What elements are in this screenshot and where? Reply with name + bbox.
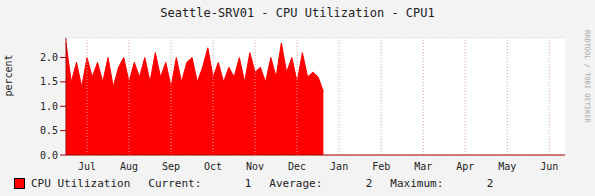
svg-text:Sep: Sep [162,161,180,172]
svg-text:1.0: 1.0 [40,101,58,112]
svg-text:Feb: Feb [372,161,390,172]
html-text:2: 2 [486,177,494,190]
html-text:RRDTOOL / TOBI OETIKER: RRDTOOL / TOBI OETIKER [583,30,591,123]
svg-text:percent: percent [8,54,14,96]
svg-text:May: May [498,161,516,172]
svg-text:Jan: Jan [330,161,348,172]
html-text:Maximum:: Maximum: [390,177,444,190]
html-text:CPU Utilization: CPU Utilization [31,177,131,190]
svg-text:1.5: 1.5 [40,76,58,87]
svg-text:Aug: Aug [120,161,138,172]
html-text:Average:: Average: [269,177,323,190]
svg-text:Jun: Jun [540,161,558,172]
svg-text:0.0: 0.0 [40,150,58,161]
svg-text:Jul: Jul [78,161,96,172]
html-text:1: 1 [244,177,252,190]
svg-text:Oct: Oct [204,161,222,172]
svg-text:2.0: 2.0 [40,52,58,63]
svg-text:Apr: Apr [456,161,474,172]
html-text:Current:: Current: [148,177,202,190]
html-text:2: 2 [365,177,373,190]
svg-text:Dec: Dec [288,161,306,172]
html-text:Seattle-SRV01 - CPU Utilizatio: Seattle-SRV01 - CPU Utilization - CPU1 [160,6,435,20]
svg-text:Nov: Nov [246,161,264,172]
svg-text:Mar: Mar [414,161,432,172]
svg-text:0.5: 0.5 [40,125,58,136]
